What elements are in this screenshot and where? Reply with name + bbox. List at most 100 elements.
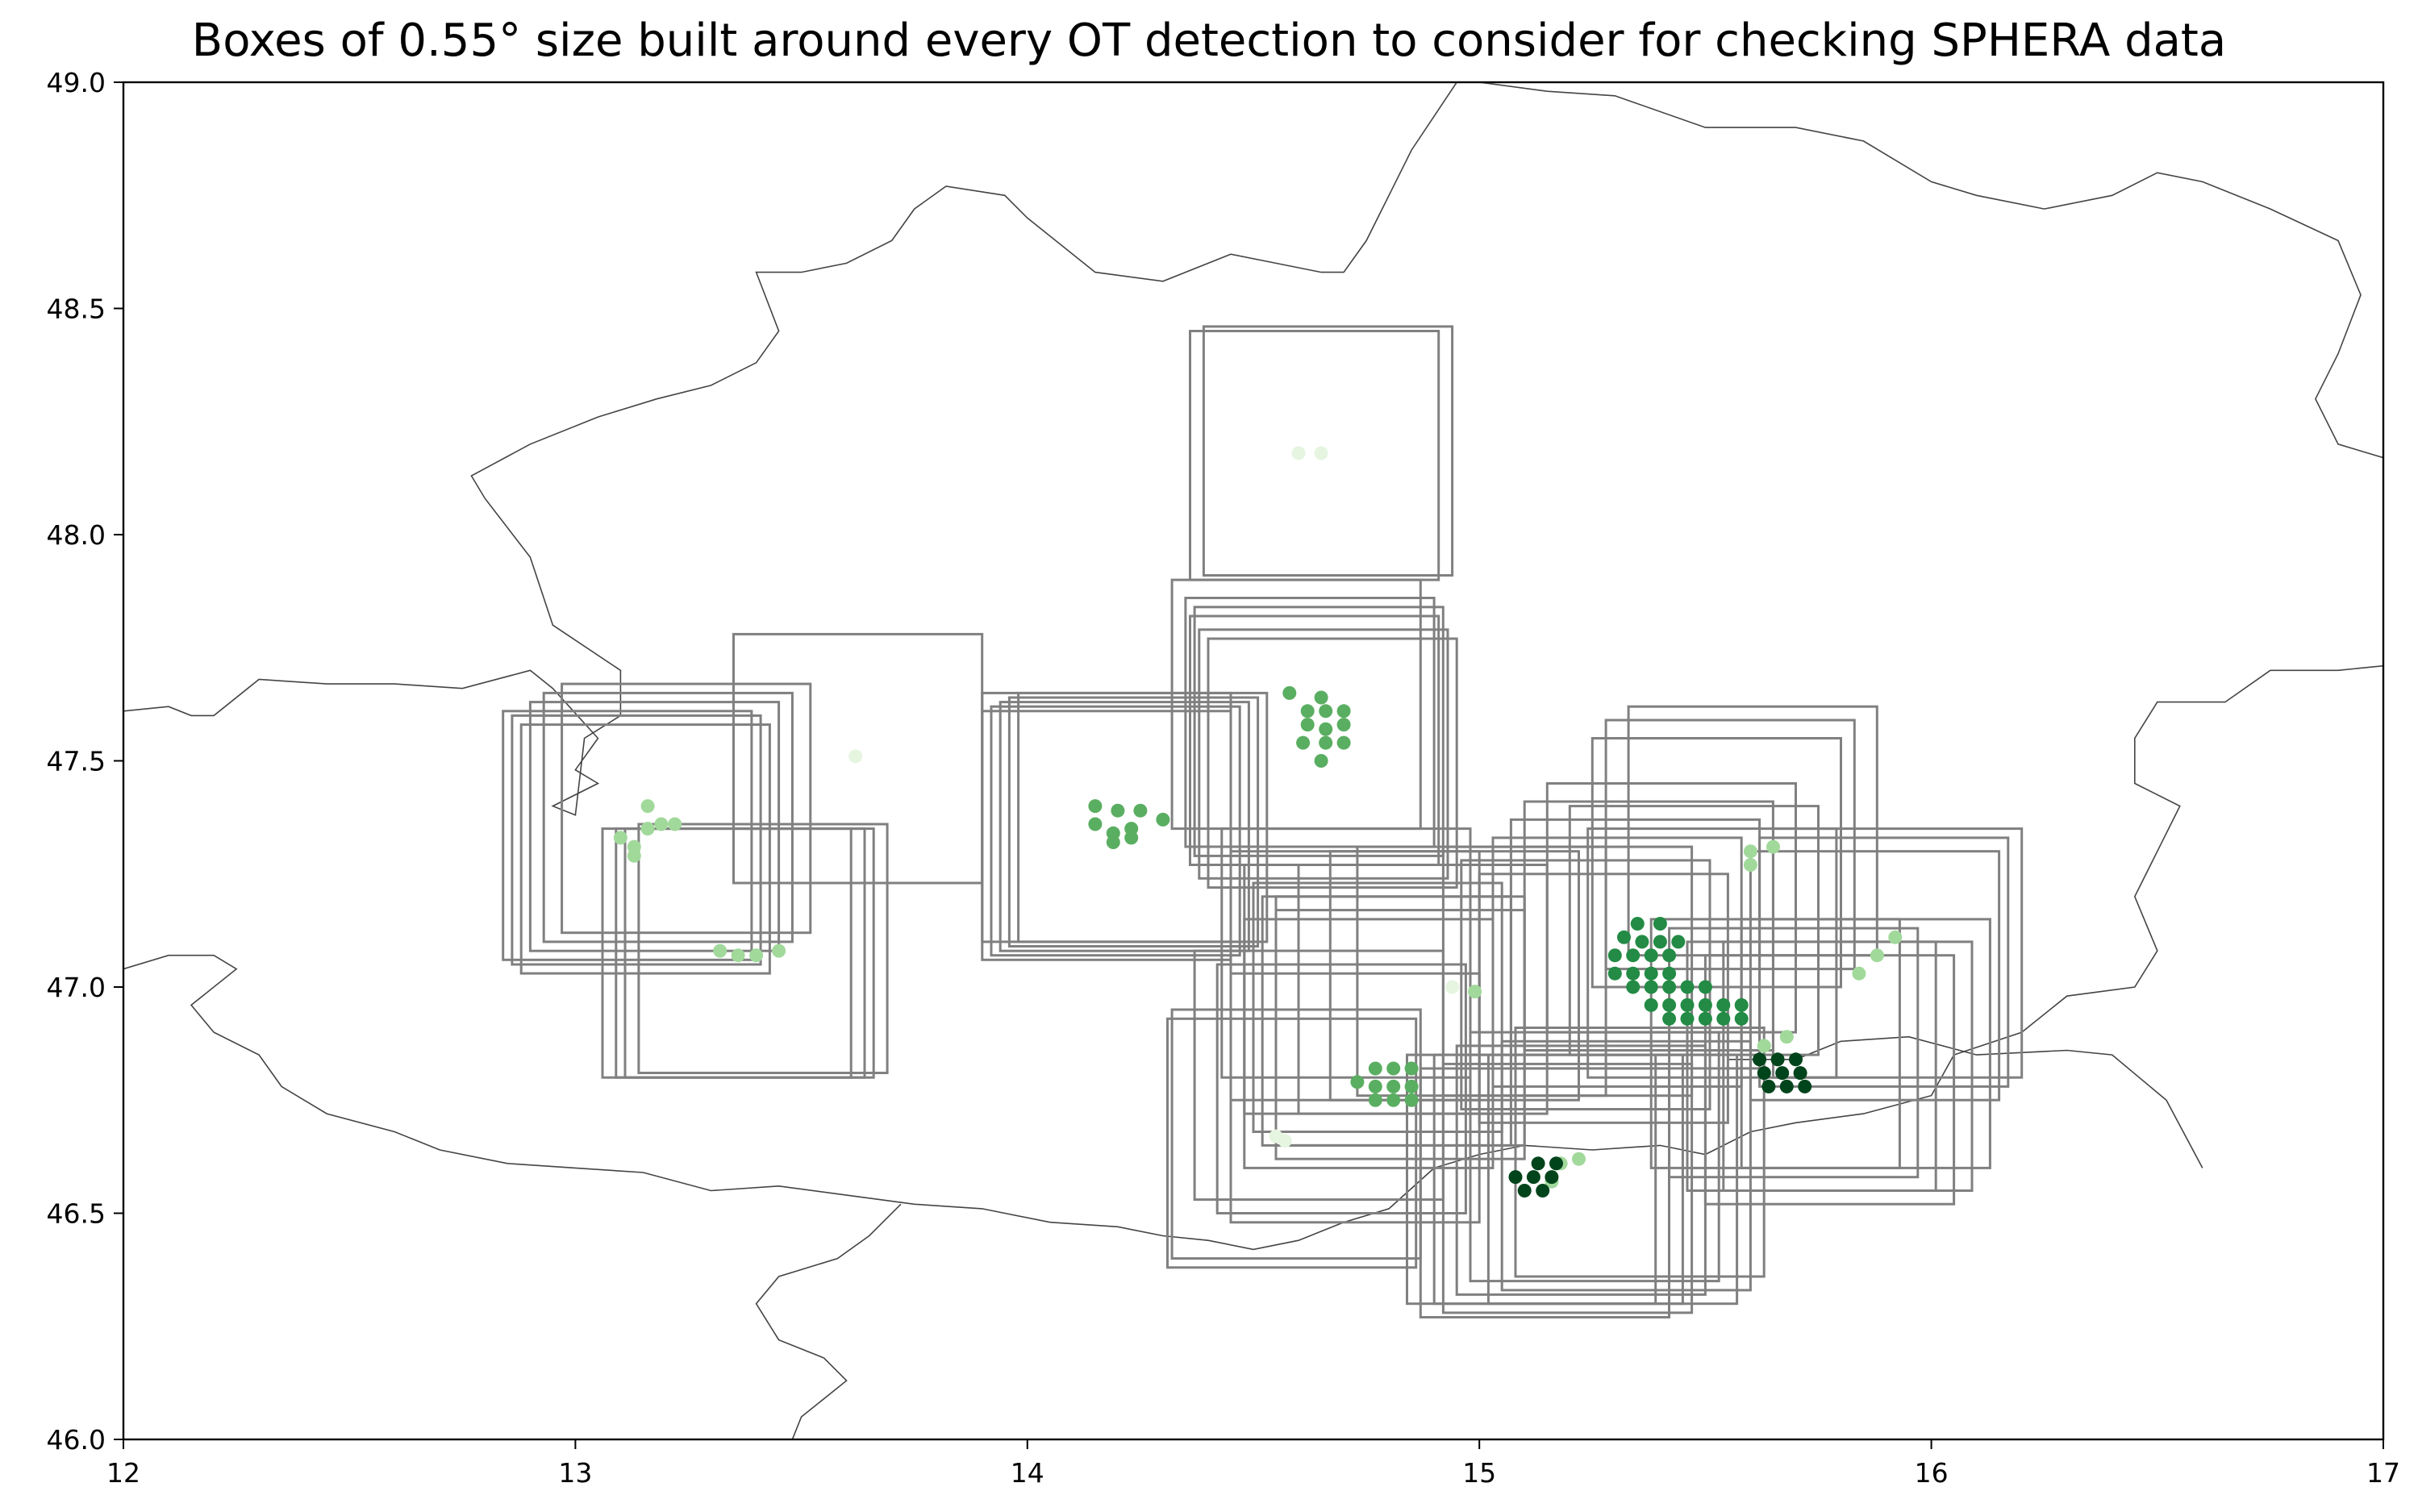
detection-point	[1852, 966, 1866, 981]
detection-point	[1319, 735, 1333, 750]
detection-point	[1662, 948, 1677, 963]
x-tick-label: 15	[1462, 1457, 1496, 1489]
detection-box	[1668, 927, 1920, 1179]
detection-point	[1761, 1079, 1776, 1093]
detection-point	[1386, 1079, 1401, 1093]
detection-point	[1743, 858, 1757, 872]
detection-point	[1282, 685, 1297, 700]
detection-point	[1870, 948, 1884, 963]
detection-point	[1517, 1184, 1532, 1198]
detection-box	[511, 714, 762, 966]
border-lines	[123, 82, 2383, 1439]
detection-point	[1319, 722, 1333, 736]
detection-point	[1671, 935, 1686, 949]
detection-point	[1106, 835, 1120, 849]
detection-box	[542, 691, 794, 943]
detection-point	[1698, 998, 1712, 1012]
detection-point	[1526, 1170, 1540, 1185]
detection-point	[1336, 704, 1351, 719]
detection-point	[1088, 817, 1103, 831]
detection-point	[1779, 1079, 1794, 1093]
detection-box	[1568, 805, 1820, 1056]
detection-box	[1514, 1027, 1766, 1278]
detection-point	[1156, 812, 1170, 827]
detection-box	[1252, 881, 1503, 1133]
detection-point	[1662, 1011, 1677, 1026]
detection-point	[1291, 446, 1306, 460]
detection-point	[1635, 935, 1649, 949]
detection-point	[848, 749, 863, 764]
detection-box	[1215, 963, 1467, 1214]
detection-point	[1698, 980, 1712, 994]
detection-point	[1888, 930, 1903, 944]
detection-point	[1789, 1052, 1803, 1067]
x-axis: 12 13 14 15 16 17	[106, 1439, 2400, 1489]
detection-point	[1630, 917, 1645, 931]
detection-point	[1734, 1011, 1749, 1026]
detection-point	[1607, 966, 1622, 981]
detection-point	[1653, 917, 1667, 931]
detection-point	[713, 943, 727, 958]
detection-point	[1319, 704, 1333, 719]
y-tick-label: 46.0	[47, 1424, 106, 1456]
y-tick-label: 47.5	[47, 746, 106, 777]
detection-point	[1368, 1093, 1382, 1107]
y-tick-label: 48.5	[47, 294, 106, 325]
detection-point	[1743, 844, 1757, 859]
detection-point	[749, 948, 764, 963]
detection-point	[1617, 930, 1631, 944]
detection-point	[668, 817, 682, 831]
detection-point	[1368, 1061, 1382, 1076]
detection-point	[1680, 1011, 1695, 1026]
detection-box	[561, 682, 812, 935]
detection-point	[772, 943, 786, 958]
y-tick-label: 47.0	[47, 972, 106, 1003]
detection-point	[1536, 1184, 1550, 1198]
detection-box	[1328, 850, 1581, 1102]
detection-box	[623, 827, 875, 1079]
detection-box	[1184, 597, 1436, 848]
detection-point	[1793, 1066, 1807, 1081]
detection-point	[640, 799, 655, 814]
detection-point	[1716, 1011, 1731, 1026]
detection-point	[1300, 704, 1315, 719]
detection-point	[1386, 1093, 1401, 1107]
detection-point	[1757, 1066, 1771, 1081]
detection-point	[1644, 948, 1658, 963]
detection-point	[1545, 1170, 1559, 1185]
detection-box	[1166, 1017, 1418, 1269]
detection-point	[1314, 446, 1328, 460]
detection-point	[1296, 735, 1311, 750]
detection-point	[731, 948, 745, 963]
detection-box	[1703, 954, 1956, 1206]
detection-point	[1770, 1052, 1785, 1067]
detection-box	[1740, 918, 1991, 1169]
detection-point	[1775, 1066, 1790, 1081]
detection-box	[1202, 325, 1454, 577]
detection-box	[1772, 827, 2024, 1079]
detection-box	[990, 705, 1241, 957]
detection-point	[1734, 998, 1749, 1012]
detection-point	[1680, 980, 1695, 994]
detection-point	[1314, 754, 1328, 768]
detection-boxes	[502, 325, 2024, 1318]
y-axis: 46.0 46.5 47.0 47.5 48.0 48.5 49.0	[47, 67, 123, 1456]
detection-point	[1662, 966, 1677, 981]
detection-point	[1445, 980, 1460, 994]
detection-point	[1644, 966, 1658, 981]
detection-point	[1300, 718, 1315, 732]
detection-point	[1368, 1079, 1382, 1093]
detection-box	[1604, 719, 1856, 971]
detection-box	[1749, 850, 2001, 1102]
y-tick-label: 48.0	[47, 519, 106, 551]
y-tick-label: 49.0	[47, 67, 106, 98]
detection-point	[1468, 985, 1482, 999]
detection-point	[1644, 998, 1658, 1012]
border-line	[1479, 82, 2383, 459]
x-tick-label: 13	[558, 1457, 592, 1489]
detection-box	[1193, 606, 1445, 857]
x-tick-label: 16	[1915, 1457, 1949, 1489]
detection-point	[1404, 1079, 1419, 1093]
detection-box	[528, 701, 781, 952]
